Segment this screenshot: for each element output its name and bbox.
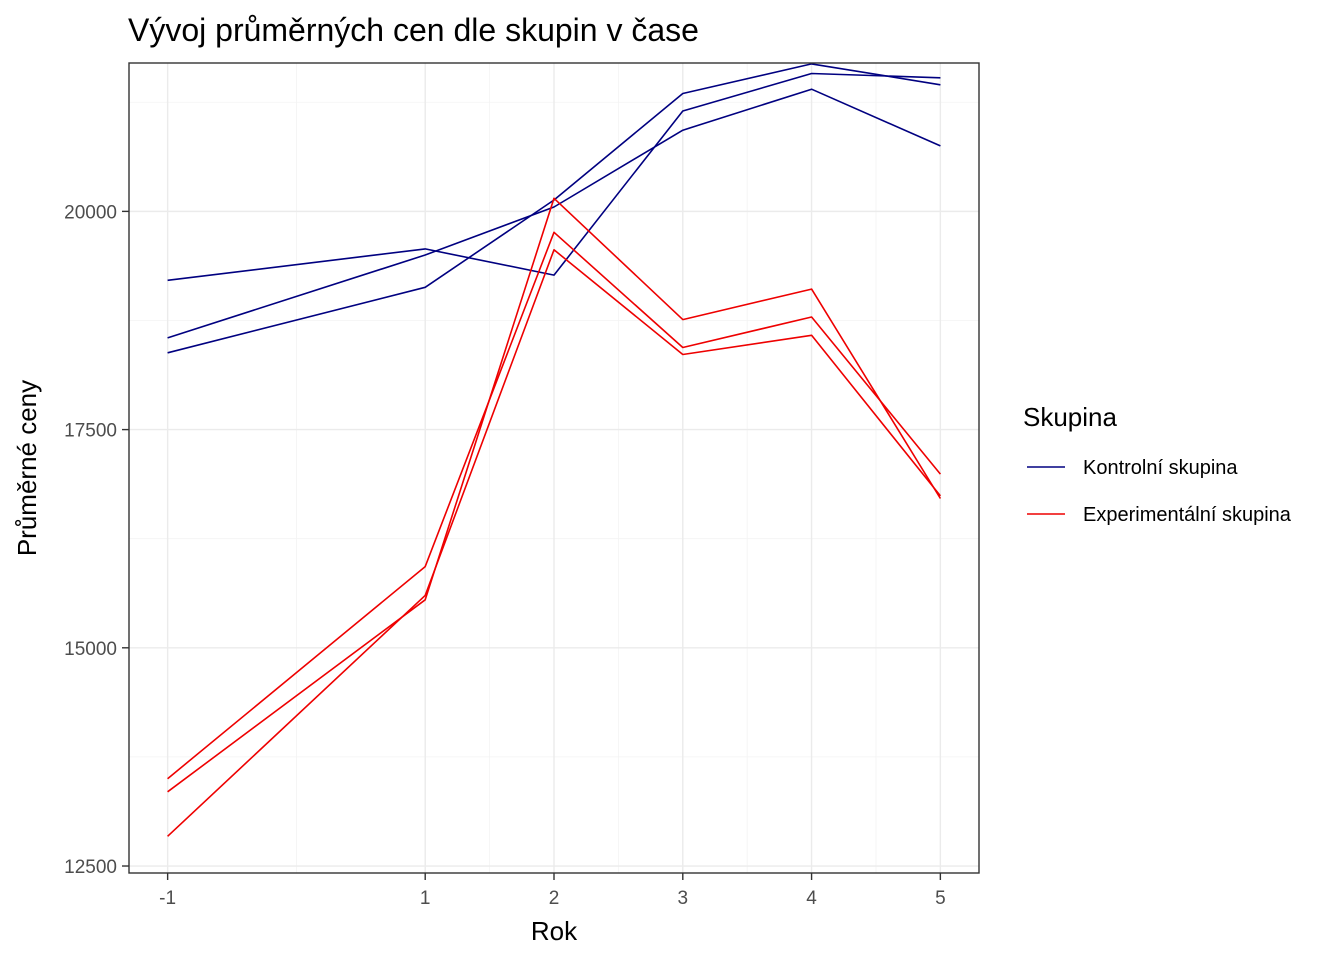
y-tick-label: 17500 (64, 421, 117, 442)
series-lines (167, 63, 942, 837)
legend-label-experimentalni: Experimentální skupina (1083, 504, 1292, 526)
grid (129, 63, 979, 873)
series-line-3 (167, 88, 941, 339)
x-tick-label: 2 (549, 888, 560, 909)
x-tick-label: -1 (159, 888, 176, 909)
y-tick-label: 15000 (64, 639, 117, 660)
series-line-6 (167, 249, 942, 837)
series-line-4 (167, 197, 942, 793)
series-line-1 (167, 72, 941, 282)
y-tick-label: 20000 (64, 202, 117, 223)
legend-label-kontrolni: Kontrolní skupina (1083, 457, 1238, 479)
series-line-2 (167, 63, 941, 354)
x-tick-label: 3 (677, 888, 688, 909)
chart-title: Vývoj průměrných cen dle skupin v čase (128, 12, 699, 48)
series-line-5 (167, 231, 942, 780)
x-tick-label: 4 (806, 888, 817, 909)
y-axis: 12500 15000 17500 20000 (64, 202, 129, 878)
y-tick-label: 12500 (64, 857, 117, 878)
x-axis-title: Rok (531, 916, 578, 946)
x-tick-label: 5 (935, 888, 946, 909)
x-tick-label: 1 (420, 888, 431, 909)
x-axis: -1 1 2 3 4 5 (159, 873, 946, 909)
legend-title: Skupina (1023, 402, 1117, 432)
legend: Skupina Kontrolní skupina Experimentální… (1023, 402, 1292, 526)
y-axis-title: Průměrné ceny (12, 380, 42, 556)
